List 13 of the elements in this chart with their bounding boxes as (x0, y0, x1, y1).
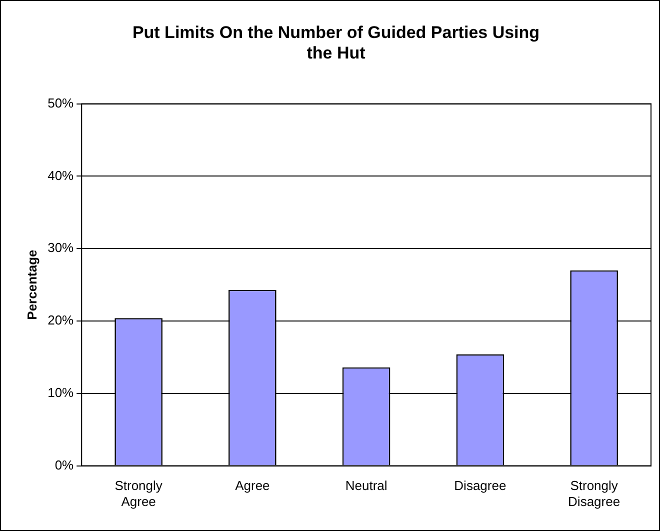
x-tick-label: Neutral (345, 478, 388, 494)
y-axis-title: Percentage (24, 250, 40, 320)
x-tick-label: Strongly Disagree (568, 478, 620, 509)
x-tick-label: Disagree (454, 478, 506, 494)
y-tick-label: 30% (48, 240, 74, 256)
x-tick-label: Strongly Agree (114, 478, 163, 509)
y-tick-label: 20% (48, 312, 74, 328)
y-tick-label: 0% (54, 457, 74, 472)
y-tick-label: 50% (48, 95, 74, 110)
y-tick-label: 10% (48, 384, 74, 400)
y-tick-label: 40% (48, 168, 74, 183)
chart-title: Put Limits On the Number of Guided Parties Using the Hut (132, 22, 540, 62)
x-tick-label: Agree (235, 478, 270, 494)
